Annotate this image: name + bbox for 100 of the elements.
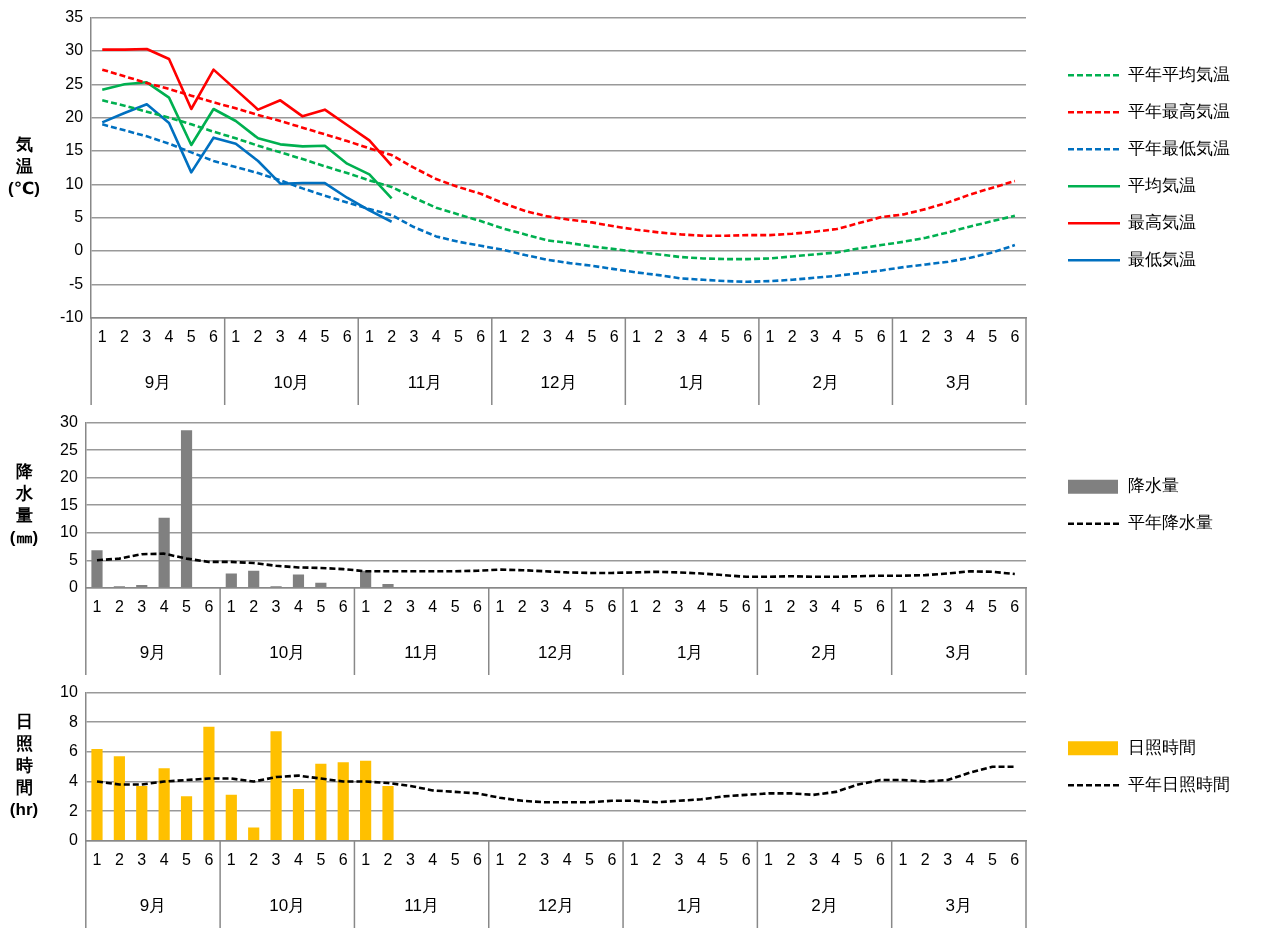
text: 3月 (945, 642, 973, 662)
x-tick-label: 4 (298, 327, 308, 345)
x-tick-label: 3 (943, 327, 953, 345)
y-tick-label: 0 (68, 578, 78, 596)
x-tick-label: 6 (876, 597, 886, 615)
x-tick-label: 4 (562, 850, 572, 868)
bar (292, 788, 305, 841)
bar (360, 760, 372, 841)
text: 9月 (139, 642, 167, 662)
y-tick-label: 0 (68, 831, 78, 849)
x-tick-label: 3 (275, 327, 285, 345)
x-tick-label: 2 (786, 850, 796, 868)
x-tick-label: 1 (361, 850, 371, 868)
x-tick-label: 6 (607, 597, 617, 615)
x-tick-label: 1 (231, 327, 241, 345)
x-tick-label: 4 (164, 327, 174, 345)
y-tick-label: 10 (65, 174, 84, 192)
x-tick-label: 5 (316, 597, 326, 615)
x-tick-label: 6 (876, 850, 886, 868)
x-tick-label: 2 (652, 850, 662, 868)
x-tick-label: 6 (876, 327, 886, 345)
y-tick-label: 2 (68, 801, 78, 819)
x-tick-label: 5 (182, 850, 192, 868)
x-tick-label: 3 (137, 597, 147, 615)
y-tick-label: 25 (65, 74, 84, 92)
x-tick-label: 6 (473, 597, 483, 615)
x-tick-label: 4 (965, 850, 975, 868)
x-tick-label: 6 (1010, 327, 1020, 345)
bar (91, 748, 103, 841)
x-tick-label: 6 (607, 850, 617, 868)
y-axis-title: 降水量(㎜) (9, 461, 39, 547)
x-tick-label: 5 (585, 850, 595, 868)
y-tick-label: -5 (68, 274, 84, 292)
x-tick-label: 4 (832, 327, 842, 345)
x-tick-label: 1 (361, 597, 371, 615)
x-tick-label: 5 (453, 327, 463, 345)
y-tick-label: 30 (60, 413, 78, 431)
text: 3月 (945, 372, 973, 392)
text: 12月 (537, 642, 574, 662)
x-tick-label: 1 (226, 850, 236, 868)
legend-label: 日照時間 (1128, 737, 1196, 757)
x-tick-label: 6 (476, 327, 486, 345)
x-tick-label: 3 (808, 850, 818, 868)
x-tick-label: 2 (654, 327, 664, 345)
x-tick-label: 3 (674, 597, 684, 615)
x-tick-label: 2 (114, 850, 124, 868)
x-tick-label: 1 (632, 327, 642, 345)
x-tick-label: 3 (405, 850, 415, 868)
x-tick-label: 2 (787, 327, 797, 345)
x-tick-label: 5 (450, 850, 460, 868)
y-tick-label: 8 (68, 712, 78, 730)
x-tick-label: 3 (943, 597, 953, 615)
x-tick-label: 6 (204, 850, 214, 868)
x-tick-label: 5 (587, 327, 597, 345)
x-tick-label: 2 (383, 850, 393, 868)
y-tick-label: 35 (65, 8, 84, 26)
x-tick-label: 2 (383, 597, 393, 615)
x-tick-label: 5 (988, 327, 998, 345)
x-tick-label: 1 (764, 597, 774, 615)
x-tick-label: 3 (540, 850, 550, 868)
y-tick-label: 0 (74, 241, 84, 259)
x-tick-label: 1 (498, 327, 508, 345)
x-tick-label: 4 (428, 597, 438, 615)
x-tick-label: 5 (987, 850, 997, 868)
text: 11月 (404, 642, 439, 662)
x-tick-label: 3 (674, 850, 684, 868)
x-tick-label: 4 (696, 850, 706, 868)
text: 11月 (404, 895, 439, 915)
legend-label: 最高気温 (1128, 212, 1196, 232)
x-tick-label: 6 (743, 327, 753, 345)
x-tick-label: 4 (965, 597, 975, 615)
x-tick-label: 3 (808, 597, 818, 615)
bar (225, 794, 237, 841)
text: 10月 (269, 895, 306, 915)
x-tick-label: 2 (120, 327, 130, 345)
text: 10月 (269, 642, 306, 662)
y-tick-label: 15 (60, 495, 78, 513)
x-tick-label: 1 (364, 327, 374, 345)
text: 2月 (811, 895, 838, 915)
x-tick-label: 4 (965, 327, 975, 345)
x-tick-label: 4 (831, 850, 841, 868)
x-tick-label: 1 (765, 327, 775, 345)
x-tick-label: 6 (609, 327, 619, 345)
x-tick-label: 3 (409, 327, 419, 345)
y-tick-label: 25 (60, 440, 78, 458)
y-tick-label: 20 (65, 108, 84, 126)
x-tick-label: 4 (294, 850, 304, 868)
x-tick-label: 5 (719, 597, 729, 615)
x-tick-label: 3 (943, 850, 953, 868)
bar (113, 756, 125, 841)
x-tick-label: 4 (428, 850, 438, 868)
text: 1月 (676, 642, 704, 662)
x-tick-label: 5 (585, 597, 595, 615)
bar (158, 768, 170, 841)
x-tick-label: 6 (338, 850, 348, 868)
x-tick-label: 2 (921, 327, 931, 345)
y-axis-title: 気温(℃) (8, 135, 40, 199)
bar (315, 763, 327, 841)
text: 10月 (273, 372, 310, 392)
x-tick-label: 2 (920, 597, 930, 615)
